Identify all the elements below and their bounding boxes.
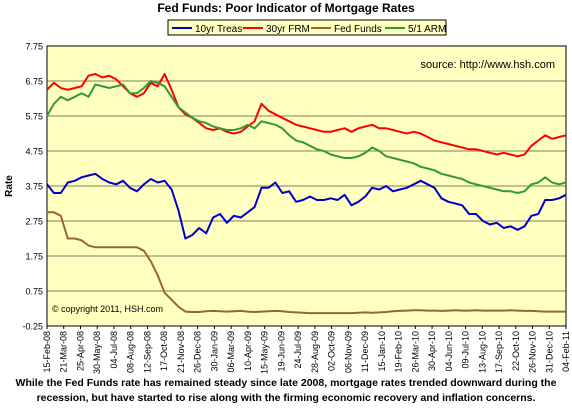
x-tick-label: 21-Mar-08 bbox=[59, 331, 69, 373]
x-tick-label: 25-Apr-08 bbox=[75, 331, 85, 371]
y-tick-label: 4.75 bbox=[25, 147, 43, 157]
source-annotation: source: http://www.hsh.com bbox=[421, 59, 556, 71]
y-tick-label: 5.75 bbox=[25, 112, 43, 122]
y-tick-label: 1.75 bbox=[25, 252, 43, 262]
legend: 10yr Treas 30yr FRM Fed Funds 5/1 ARM bbox=[167, 19, 447, 36]
x-tick-label: 04-Feb-11 bbox=[561, 331, 571, 372]
x-tick-label: 11-Dec-09 bbox=[360, 331, 370, 372]
y-tick-label: 6.75 bbox=[25, 77, 43, 87]
series-line-2 bbox=[47, 211, 566, 315]
y-tick-label: 2.75 bbox=[25, 217, 43, 227]
chart-caption: While the Fed Funds rate has remained st… bbox=[15, 377, 557, 404]
y-tick-label: 7.75 bbox=[25, 42, 43, 52]
x-tick-label: 19-Feb-10 bbox=[394, 331, 404, 373]
x-tick-label: 15-May-09 bbox=[260, 331, 270, 374]
series-line-1 bbox=[46, 73, 567, 158]
x-tick-label: 22-Oct-10 bbox=[511, 331, 521, 371]
chart-title: Fed Funds: Poor Indicator of Mortgage Ra… bbox=[157, 1, 415, 15]
x-tick-label: 30-Jan-09 bbox=[209, 331, 219, 372]
x-tick-label: 04-Jul-08 bbox=[109, 331, 119, 369]
y-tick-label: -0.25 bbox=[22, 322, 43, 332]
x-tick-label: 10-Apr-09 bbox=[243, 331, 253, 371]
x-tick-label: 09-Jul-10 bbox=[461, 331, 471, 369]
legend-label-30yr: 30yr FRM bbox=[266, 24, 310, 35]
x-tick-label: 17-Oct-08 bbox=[159, 331, 169, 371]
x-tick-label: 26-Mar-10 bbox=[410, 331, 420, 373]
chart: Fed Funds: Poor Indicator of Mortgage Ra… bbox=[4, 1, 571, 374]
x-tick-label: 17-Sep-10 bbox=[494, 331, 504, 373]
series-line-0 bbox=[46, 172, 567, 240]
y-tick-label: 3.75 bbox=[25, 182, 43, 192]
series-line-3 bbox=[46, 80, 567, 194]
x-tick-label: 15-Feb-08 bbox=[42, 331, 52, 373]
x-tick-label: 06-Nov-09 bbox=[343, 331, 353, 373]
y-axis-label: Rate bbox=[4, 175, 15, 197]
legend-label-arm: 5/1 ARM bbox=[408, 24, 446, 35]
legend-label-10yr: 10yr Treas bbox=[195, 24, 242, 35]
grid-lines bbox=[47, 80, 566, 292]
x-tick-label: 15-Jan-10 bbox=[377, 331, 387, 372]
x-tick-label: 02-Oct-09 bbox=[327, 331, 337, 371]
x-tick-label: 08-Aug-08 bbox=[126, 331, 136, 373]
series-lines bbox=[46, 73, 567, 315]
x-tick-label: 12-Sep-08 bbox=[142, 331, 152, 373]
x-tick-label: 26-Dec-08 bbox=[193, 331, 203, 373]
y-tick-label: 0.75 bbox=[25, 287, 43, 297]
copyright-annotation: © copyright 2011, HSH.com bbox=[52, 304, 163, 314]
x-tick-label: 21-Nov-08 bbox=[176, 331, 186, 373]
x-tick-label: 26-Nov-10 bbox=[528, 331, 538, 373]
x-tick-label: 31-Dec-10 bbox=[544, 331, 554, 373]
x-tick-label: 04-Jun-10 bbox=[444, 331, 454, 372]
y-axis-ticks: 7.75 6.75 5.75 4.75 3.75 2.75 1.75 0.75 -0.25 bbox=[22, 42, 43, 332]
x-axis-ticks: 15-Feb-08 21-Mar-08 25-Apr-08 30-May-08 04-J… bbox=[42, 326, 571, 374]
x-tick-label: 19-Jun-09 bbox=[276, 331, 286, 372]
legend-box bbox=[167, 19, 447, 36]
x-tick-label: 24-Jul-09 bbox=[293, 331, 303, 369]
legend-label-fedfunds: Fed Funds bbox=[334, 24, 382, 35]
x-tick-label: 30-Apr-10 bbox=[427, 331, 437, 371]
x-tick-label: 06-Mar-09 bbox=[226, 331, 236, 373]
x-tick-label: 30-May-08 bbox=[92, 331, 102, 374]
x-tick-label: 28-Aug-09 bbox=[310, 331, 320, 373]
x-tick-label: 13-Aug-10 bbox=[477, 331, 487, 373]
